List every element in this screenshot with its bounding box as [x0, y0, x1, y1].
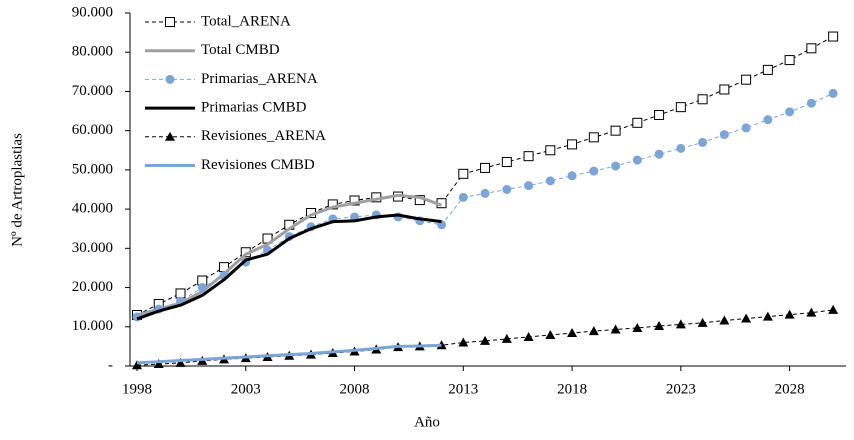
marker	[567, 328, 578, 338]
marker	[175, 288, 186, 299]
marker	[697, 94, 708, 105]
x-tick-label: 2023	[666, 381, 696, 397]
marker	[610, 324, 621, 334]
marker	[806, 98, 816, 108]
legend-label: Total_ARENA	[201, 13, 291, 29]
marker	[436, 340, 447, 350]
y-tick-label: 40.000	[72, 201, 113, 217]
y-tick-label: 30.000	[72, 240, 113, 256]
marker	[784, 309, 795, 319]
legend-marker	[165, 17, 175, 27]
series-line	[136, 309, 834, 366]
marker	[480, 188, 490, 198]
marker	[458, 192, 468, 202]
marker	[697, 317, 708, 327]
marker	[349, 195, 360, 206]
marker	[763, 115, 773, 125]
marker	[523, 151, 534, 162]
marker	[545, 330, 556, 340]
marker	[806, 43, 817, 54]
marker	[741, 313, 752, 323]
legend-label: Primarias CMBD	[201, 100, 307, 116]
marker	[175, 357, 186, 367]
series-line	[136, 343, 442, 365]
x-tick-label: 2013	[448, 381, 478, 397]
marker	[632, 155, 642, 165]
marker	[675, 102, 686, 113]
marker	[501, 157, 512, 168]
x-tick-label: 2028	[775, 381, 805, 397]
marker	[588, 132, 599, 143]
marker	[632, 117, 643, 128]
series-line	[136, 193, 443, 317]
marker	[719, 84, 730, 95]
marker	[828, 304, 839, 314]
y-axis-label: Nº de Artroplastias	[9, 133, 25, 247]
marker	[676, 143, 686, 153]
legend-label: Primarias_ARENA	[201, 71, 318, 87]
marker	[545, 176, 555, 186]
marker	[741, 123, 751, 133]
x-tick-label: 2003	[231, 381, 261, 397]
y-tick-label: 50.000	[72, 161, 113, 177]
marker	[480, 335, 491, 345]
x-tick-label: 2008	[340, 381, 370, 397]
marker	[567, 171, 577, 181]
marker	[132, 360, 142, 370]
marker	[153, 359, 164, 369]
marker	[828, 88, 838, 98]
legend-marker	[165, 131, 175, 141]
series-line	[136, 92, 834, 318]
marker	[502, 185, 512, 194]
marker	[611, 161, 621, 171]
marker	[698, 137, 708, 147]
x-axis-label: Año	[414, 414, 440, 430]
y-tick-label: 60.000	[72, 122, 113, 138]
marker	[610, 125, 621, 136]
x-tick-label: 1998	[122, 381, 152, 397]
y-tick-label: 70.000	[72, 83, 113, 99]
marker	[501, 333, 512, 343]
marker	[762, 64, 773, 75]
y-tick-label: 80.000	[72, 44, 113, 60]
marker	[588, 326, 599, 336]
marker	[654, 109, 665, 120]
marker	[480, 162, 491, 173]
marker	[719, 315, 730, 325]
y-tick-label: 10.000	[72, 318, 113, 334]
x-tick-label: 2018	[557, 381, 587, 397]
marker	[654, 149, 664, 159]
marker	[806, 307, 817, 317]
marker	[327, 199, 338, 210]
marker	[785, 107, 795, 117]
marker	[632, 322, 643, 332]
marker	[524, 181, 534, 191]
marker	[197, 283, 207, 293]
legend-label: Revisiones CMBD	[201, 157, 315, 173]
marker	[762, 311, 773, 321]
marker	[589, 166, 599, 176]
legend-label: Revisiones_ARENA	[201, 128, 326, 144]
marker	[719, 130, 729, 140]
marker	[828, 31, 839, 42]
y-tick-label: 90.000	[72, 4, 113, 20]
marker	[567, 139, 578, 150]
y-tick-label: 20.000	[72, 279, 113, 295]
marker	[545, 145, 556, 156]
series-line	[136, 213, 442, 321]
marker	[654, 320, 665, 330]
marker	[741, 74, 752, 85]
marker	[675, 319, 686, 329]
legend-label: Total CMBD	[201, 42, 280, 58]
marker	[523, 331, 534, 341]
marker	[784, 55, 795, 66]
marker	[458, 337, 469, 347]
legend-marker	[165, 74, 175, 84]
marker	[458, 168, 469, 179]
y-tick-label: -	[108, 357, 113, 373]
